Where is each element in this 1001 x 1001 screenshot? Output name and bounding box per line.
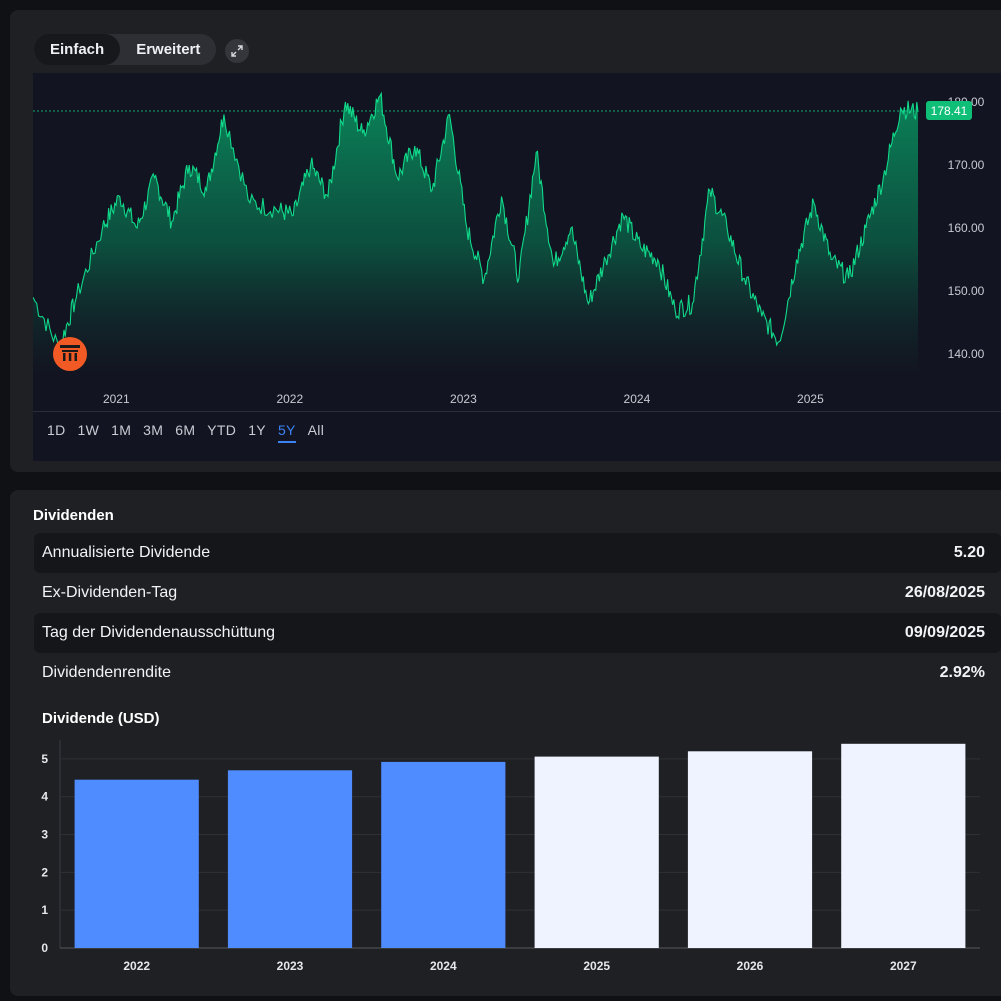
dividends-card: Dividenden Annualisierte Dividende 5.20 … [10,490,1001,996]
row-value: 2.92% [939,664,985,681]
expand-icon [231,45,243,57]
y-axis-tick-label: 1 [41,903,48,917]
view-mode-toggle: Einfach Erweitert [34,34,217,65]
dividend-row-yield: Dividendenrendite 2.92% [34,653,1001,693]
row-value: 09/09/2025 [904,624,985,641]
row-value: 5.20 [953,544,985,561]
expand-chart-button[interactable] [225,39,249,63]
dividend-bar-2023[interactable] [227,770,353,948]
chart-divider [33,411,1001,412]
advanced-mode-button[interactable]: Erweitert [136,41,201,58]
range-button-ytd[interactable]: YTD [207,422,237,438]
y-axis-tick-label: 4 [41,790,48,804]
y-axis-tick-label: 160.00 [948,221,985,235]
current-price-badge: 178.41 [926,101,972,120]
y-axis-tick-label: 150.00 [948,284,985,298]
simple-mode-button[interactable]: Einfach [34,34,121,65]
range-button-1y[interactable]: 1Y [248,422,266,438]
range-button-5y[interactable]: 5Y [277,422,296,443]
dividend-row-ex-date: Ex-Dividenden-Tag 26/08/2025 [34,573,1001,613]
row-label: Annualisierte Dividende [42,544,211,561]
price-area-fill [33,93,918,374]
y-axis-tick-label: 0 [41,941,48,955]
range-button-1w[interactable]: 1W [77,422,100,438]
bank-icon [60,345,80,361]
company-logo-marker[interactable] [53,337,87,371]
x-axis-tick-label: 2021 [103,392,130,406]
dividend-chart-title: Dividende (USD) [42,710,160,727]
x-axis-tick-label: 2025 [797,392,824,406]
y-axis-tick-label: 140.00 [948,347,985,361]
x-axis-tick-label: 2022 [123,959,150,973]
dividend-bar-2022[interactable] [74,779,199,948]
x-axis-tick-label: 2024 [430,959,457,973]
dividend-bar-2027[interactable] [841,743,966,948]
x-axis-tick-label: 2023 [277,959,304,973]
current-price-label: 178.41 [931,104,968,118]
x-axis-tick-label: 2027 [890,959,917,973]
y-axis-tick-label: 170.00 [948,158,985,172]
row-value: 26/08/2025 [904,584,985,601]
x-axis-tick-label: 2023 [450,392,477,406]
dividend-row-annualized: Annualisierte Dividende 5.20 [34,533,1001,573]
dividend-bar-chart: 0 1 2 3 4 5 2022 2023 2024 2025 2026 2027 [41,740,980,973]
y-axis-tick-label: 2 [41,865,48,879]
x-axis-tick-label: 2025 [583,959,610,973]
range-button-3m[interactable]: 3M [143,422,164,438]
x-axis-tick-label: 2026 [737,959,764,973]
dividend-bar-2025[interactable] [534,756,659,948]
range-button-all[interactable]: All [307,422,325,438]
price-series-line [33,91,919,353]
row-label: Ex-Dividenden-Tag [42,584,178,601]
range-button-6m[interactable]: 6M [175,422,196,438]
y-axis-tick-label: 5 [41,752,48,766]
dividend-row-payment-date: Tag der Dividendenausschüttung 09/09/202… [34,613,1001,653]
row-label: Tag der Dividendenausschüttung [42,624,276,641]
x-axis-tick-label: 2022 [276,392,303,406]
price-chart-card: Einfach Erweitert 180.00170.00160.00150.… [10,10,1001,472]
row-label: Dividendenrendite [42,664,171,681]
dividend-bar-2024[interactable] [381,761,506,948]
y-axis-tick-label: 3 [41,828,48,842]
dividends-title: Dividenden [33,507,114,524]
range-button-1d[interactable]: 1D [47,422,66,438]
range-button-1m[interactable]: 1M [111,422,132,438]
time-range-selector: 1D 1W 1M 3M 6M YTD 1Y 5Y All [47,422,336,443]
dividend-bar-2026[interactable] [687,751,813,948]
x-axis-tick-label: 2024 [624,392,651,406]
